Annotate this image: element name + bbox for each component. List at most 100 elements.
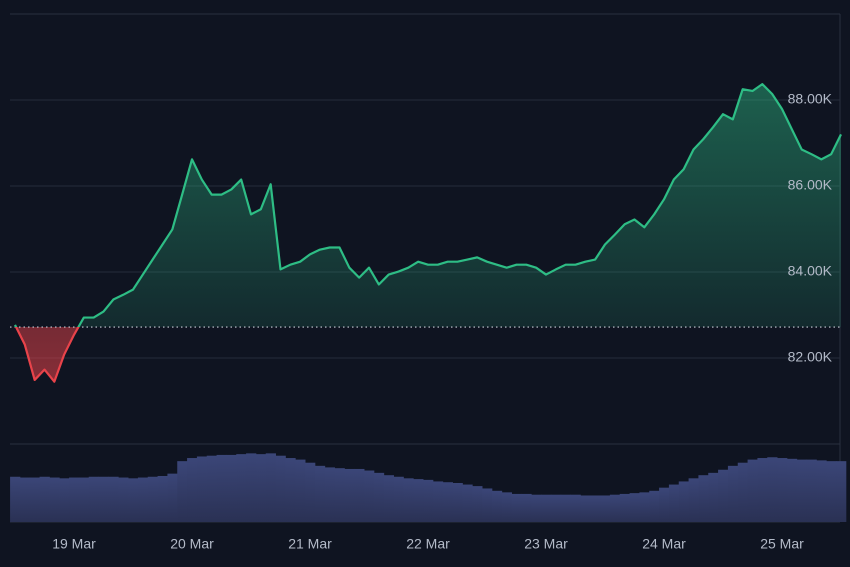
volume-bar [550,494,562,522]
volume-bar [482,488,493,522]
volume-bar [511,493,522,522]
volume-bar [265,453,276,522]
volume-bar [147,476,158,522]
volume-bar [432,481,444,522]
volume-bar [403,478,414,522]
volume-bar [767,457,778,522]
x-tick-label: 24 Mar [642,536,686,552]
x-tick-label: 21 Mar [288,536,332,552]
volume-bar [570,494,581,522]
x-tick-label: 20 Mar [170,536,214,552]
volume-bar [757,458,768,522]
volume-bar [826,461,837,522]
volume-bar [531,494,542,522]
y-tick-label: 82.00K [788,349,833,365]
volume-bar [708,472,719,522]
volume-bar [688,478,699,522]
volume-bar [216,454,227,522]
volume-bar [816,460,827,522]
volume-bar [10,476,21,522]
volume-bar [334,468,345,522]
volume-bar [314,465,326,522]
volume-bar [698,475,709,522]
volume-bar [600,495,611,522]
volume-bar [88,476,99,522]
volume-bar [678,481,689,522]
y-tick-label: 84.00K [788,263,833,279]
volume-bar [128,478,139,522]
volume-bar [580,495,591,522]
volume-bar [777,458,788,522]
volume-bar [659,487,670,522]
volume-bar [19,477,31,522]
x-tick-label: 22 Mar [406,536,450,552]
volume-bar [295,459,306,522]
plot-area [10,82,842,383]
x-tick-label: 23 Mar [524,536,568,552]
volume-bar [255,454,267,522]
x-tick-label: 25 Mar [760,536,804,552]
volume-bar [196,456,208,522]
volume-bar [737,462,748,522]
x-tick-label: 19 Mar [52,536,96,552]
volume-bar [285,458,296,522]
area-up [15,84,841,328]
volume-bar [796,459,807,522]
volume-bar [354,468,365,522]
volume-bar [29,477,40,522]
volume-bar [541,494,552,522]
volume-bar [305,462,316,522]
volume-bar [69,477,80,522]
volume-bar [786,458,798,522]
volume-bar [246,453,257,522]
volume-bar [137,477,149,522]
volume-bar [413,479,424,522]
volume-bar [157,475,168,522]
volume-bar [639,492,650,522]
volume-bar [344,468,355,522]
y-tick-label: 86.00K [788,177,833,193]
volume-bar [236,454,247,522]
volume-bar [49,477,60,522]
volume-bar [206,455,217,522]
volume-bar [452,483,463,522]
volume-bar [118,477,129,522]
volume-bar [649,490,660,522]
price-line-up [14,82,842,328]
volume-bar [226,454,237,522]
volume-bar [383,475,394,522]
volume-bar [177,461,188,522]
volume-bar [364,470,375,522]
volume-bar [472,486,483,522]
axis-labels: 82.00K 84.00K 86.00K 88.00K 19 Mar 20 Mar 21 M… [52,91,832,552]
volume-bar [521,493,532,522]
volume-bar [187,458,198,522]
volume-bar [609,494,621,522]
volume-bar [560,494,571,522]
volume-bar [727,465,739,522]
volume-bar [836,461,847,522]
volume-pane [10,453,847,522]
volume-bar [806,459,817,522]
volume-bar [491,490,503,522]
volume-bar [501,492,512,522]
volume-bar [108,476,119,522]
volume-bar [98,476,109,522]
y-tick-label: 88.00K [788,91,833,107]
volume-bar [442,482,453,522]
volume-bar [167,473,178,522]
volume-bar [668,484,680,522]
volume-bar [590,495,601,522]
volume-bar [78,477,90,522]
volume-bar [373,472,385,522]
volume-bar [629,493,640,522]
volume-bar [59,478,70,522]
volume-bar [275,455,286,522]
volume-bar [718,469,729,522]
volume-bar [324,467,335,522]
volume-bar [393,476,404,522]
volume-bar [619,493,630,522]
volume-bar [747,459,758,522]
